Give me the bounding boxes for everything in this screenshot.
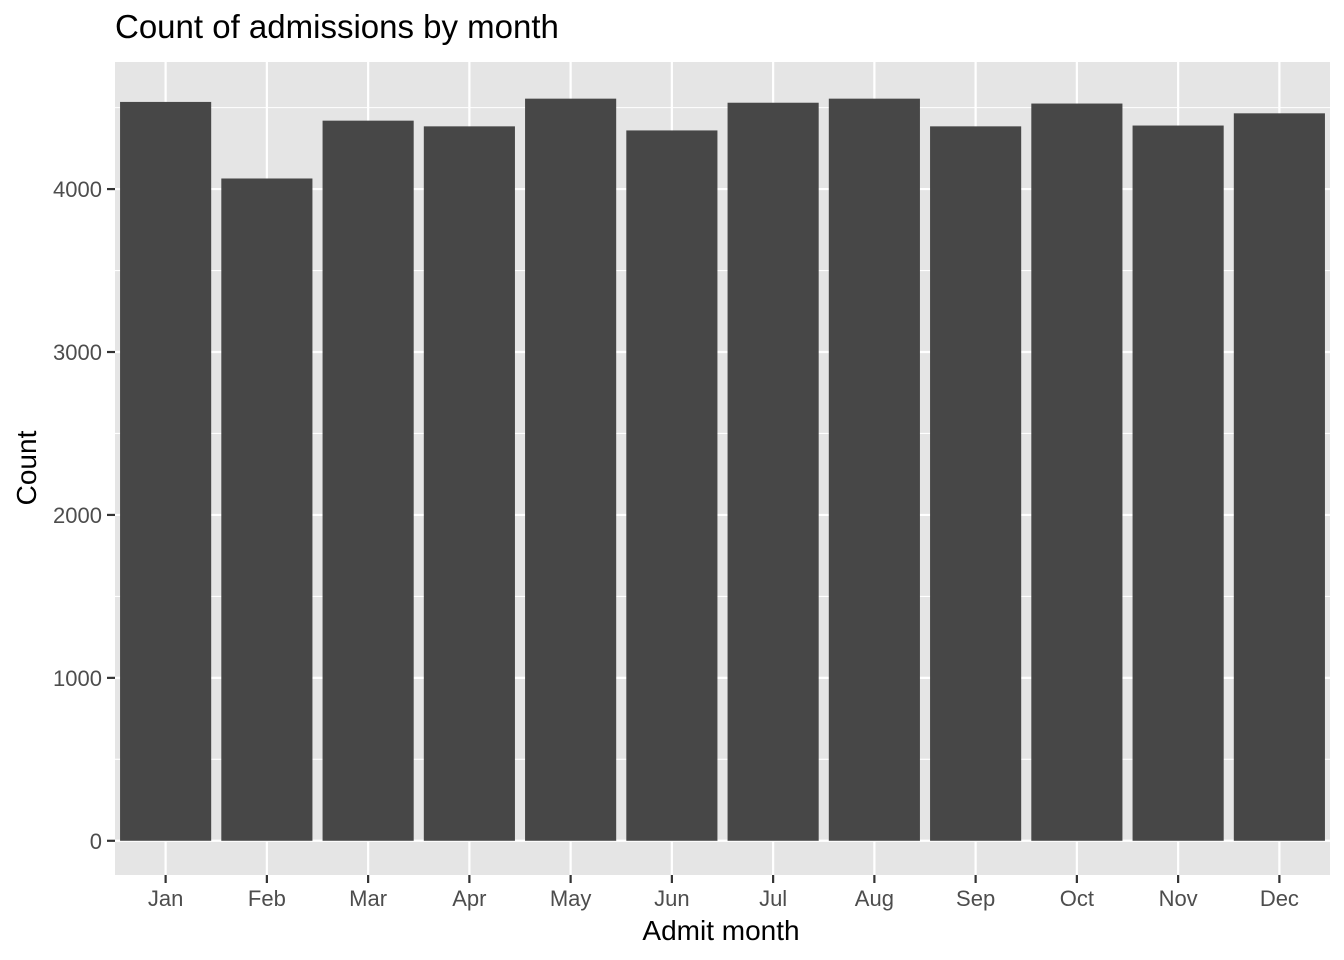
chart-title: Count of admissions by month	[115, 8, 559, 45]
bar-mar	[322, 120, 414, 841]
x-tick-label: Sep	[956, 886, 995, 911]
x-tick-label: Dec	[1260, 886, 1299, 911]
x-axis: Jan Feb Mar Apr May Jun Jul Aug Sep Oct Nov Dec	[148, 875, 1299, 911]
bar-jun	[626, 130, 718, 841]
x-axis-title: Admit month	[642, 915, 799, 946]
bar-jul	[727, 102, 819, 841]
x-tick-label: Aug	[855, 886, 894, 911]
bar-apr	[423, 126, 515, 841]
x-tick-label: Feb	[248, 886, 286, 911]
plot-panel	[115, 62, 1330, 875]
x-tick-label: Apr	[452, 886, 486, 911]
y-tick-label: 2000	[53, 503, 102, 528]
bar-dec	[1233, 113, 1325, 841]
y-tick-label: 4000	[53, 177, 102, 202]
y-tick-label: 0	[90, 829, 102, 854]
x-tick-label: Mar	[349, 886, 387, 911]
x-tick-label: Jul	[759, 886, 787, 911]
bar-nov	[1132, 125, 1224, 841]
x-tick-label: Oct	[1060, 886, 1094, 911]
bar-aug	[828, 98, 920, 841]
x-tick-label: Jan	[148, 886, 183, 911]
y-axis: 0 1000 2000 3000 4000	[53, 177, 115, 854]
x-tick-label: Nov	[1159, 886, 1198, 911]
y-tick-label: 1000	[53, 666, 102, 691]
y-tick-label: 3000	[53, 340, 102, 365]
y-axis-title: Count	[11, 430, 42, 505]
bar-oct	[1031, 103, 1123, 841]
bars	[120, 98, 1325, 841]
x-tick-label: Jun	[654, 886, 689, 911]
bar-feb	[221, 178, 313, 841]
bar-sep	[930, 126, 1022, 841]
bar-may	[525, 98, 617, 841]
bar-jan	[120, 101, 212, 841]
x-tick-label: May	[550, 886, 592, 911]
